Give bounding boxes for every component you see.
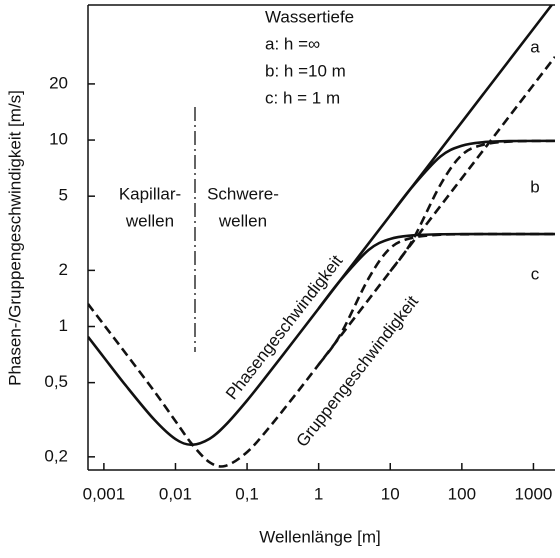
curve bbox=[317, 232, 555, 366]
y-tick-label: 0,2 bbox=[44, 446, 68, 465]
x-tick-label: 10 bbox=[381, 484, 400, 503]
curve-annotation: Phasengeschwindigkeit bbox=[222, 251, 347, 403]
x-axis-title: Wellenlänge [m] bbox=[259, 527, 381, 546]
curve bbox=[317, 232, 555, 310]
y-tick-label: 10 bbox=[49, 130, 68, 149]
curve-label: c bbox=[531, 264, 540, 283]
curve bbox=[389, 139, 555, 273]
depth-line: b: h =10 m bbox=[265, 61, 346, 80]
y-tick-label: 20 bbox=[49, 73, 68, 92]
depth-line: c: h = 1 m bbox=[265, 88, 340, 107]
region-label: Kapillar- bbox=[119, 184, 181, 203]
curve bbox=[88, 5, 554, 447]
x-tick-label: 0,01 bbox=[159, 484, 192, 503]
y-tick-label: 1 bbox=[59, 316, 68, 335]
curve-label: a bbox=[530, 37, 540, 56]
region-label: Schwere- bbox=[207, 184, 279, 203]
x-tick-label: 1 bbox=[314, 484, 323, 503]
x-tick-label: 0,1 bbox=[235, 484, 259, 503]
y-tick-label: 2 bbox=[59, 260, 68, 279]
depth-line: a: h =∞ bbox=[265, 34, 320, 53]
region-label: wellen bbox=[125, 211, 174, 230]
x-tick-label: 100 bbox=[448, 484, 476, 503]
region-label: wellen bbox=[218, 211, 267, 230]
y-tick-label: 5 bbox=[59, 186, 68, 205]
depth-title: Wassertiefe bbox=[265, 7, 354, 26]
curve-label: b bbox=[530, 177, 539, 196]
x-tick-label: 1000 bbox=[515, 484, 553, 503]
x-tick-label: 0,001 bbox=[83, 484, 126, 503]
y-axis-title: Phasen-/Gruppengeschwindigkeit [m/s] bbox=[5, 90, 24, 386]
y-tick-label: 0,5 bbox=[44, 372, 68, 391]
